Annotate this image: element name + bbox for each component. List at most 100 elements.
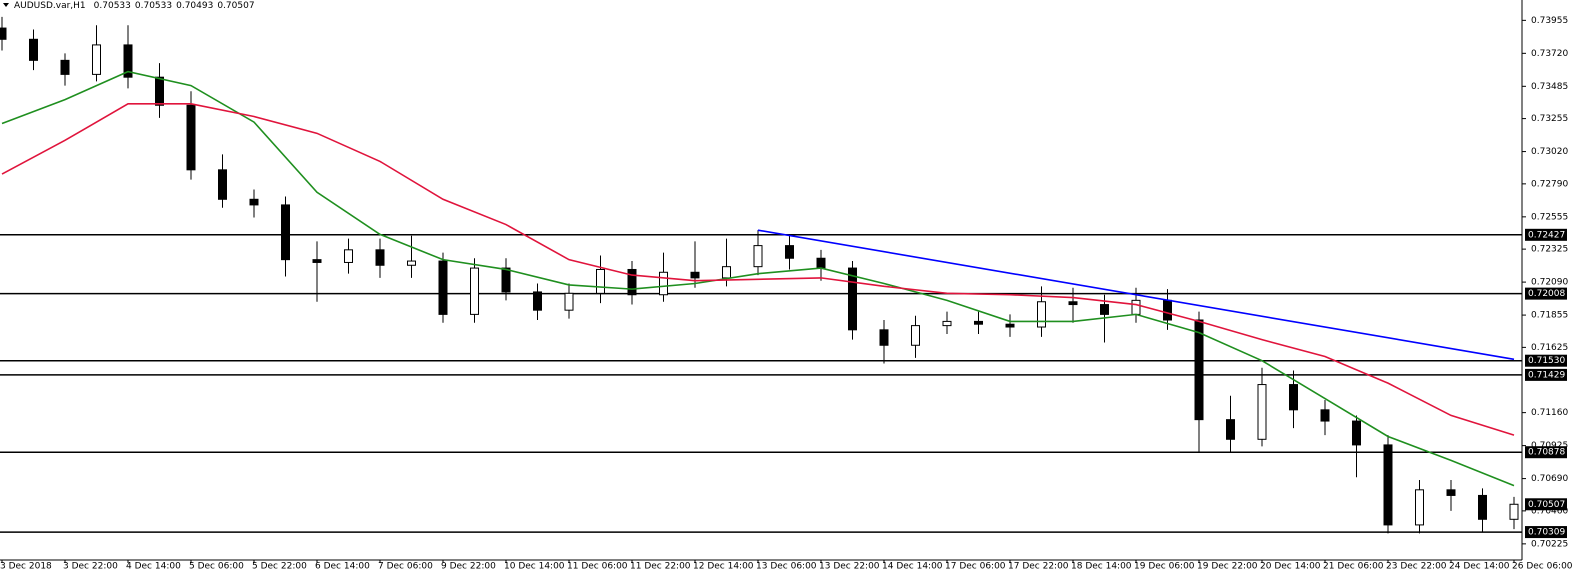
x-tick-label: 12 Dec 14:00 — [693, 562, 754, 570]
candle-body — [1131, 299, 1141, 315]
candle-body — [627, 268, 637, 296]
x-tick-label: 3 Dec 22:00 — [63, 562, 118, 570]
candle-body — [375, 249, 385, 266]
indicator-line — [757, 229, 1515, 361]
x-tick-label: 17 Dec 22:00 — [1008, 562, 1069, 570]
y-tick-label: 0.72555 — [1531, 212, 1568, 222]
y-tick-label: 0.71855 — [1531, 311, 1568, 321]
plot-area — [0, 16, 1522, 534]
y-tick-label: 0.72090 — [1531, 278, 1568, 288]
y-tick-label: 0.73955 — [1531, 16, 1568, 26]
symbol: AUDUSD.var,H1 — [14, 1, 86, 11]
chart-title: AUDUSD.var,H1 0.70533 0.70533 0.70493 0.7050… — [14, 1, 255, 11]
x-tick-label: 9 Dec 22:00 — [441, 562, 496, 570]
candle-body — [1257, 384, 1267, 440]
candle-body — [438, 260, 448, 315]
candle-body — [29, 38, 38, 61]
candle-body — [753, 245, 763, 268]
candle-body — [1352, 420, 1361, 446]
candle-body — [1068, 301, 1078, 306]
level-label: 0.71429 — [1528, 370, 1565, 380]
y-tick-label: 0.72790 — [1531, 179, 1568, 189]
bid-label: 0.70507 — [1528, 500, 1565, 510]
y-tick-label: 0.70460 — [1531, 506, 1568, 516]
candle-body — [816, 257, 826, 269]
y-tick-label: 0.73485 — [1531, 82, 1568, 92]
indicator-line — [1, 103, 1515, 436]
candle-body — [312, 259, 322, 263]
level-label-box — [1525, 368, 1567, 381]
header-value: 0.70493 — [176, 1, 213, 11]
candle-body — [123, 44, 133, 78]
candle-body — [942, 320, 952, 327]
indicator-line — [1, 70, 1515, 487]
x-tick-label: 17 Dec 06:00 — [945, 562, 1006, 570]
level-label: 0.72008 — [1528, 289, 1565, 299]
x-tick-label: 13 Dec 06:00 — [756, 562, 817, 570]
candle-body — [596, 268, 605, 294]
candle-body — [407, 260, 416, 266]
x-tick-label: 11 Dec 06:00 — [567, 562, 628, 570]
candle-body — [501, 267, 511, 293]
x-tick-label: 21 Dec 06:00 — [1323, 562, 1384, 570]
candle-body — [92, 44, 101, 75]
candle-body — [60, 59, 70, 75]
candle-body — [1037, 301, 1046, 328]
x-tick-label: 6 Dec 14:00 — [315, 562, 370, 570]
x-tick-label: 23 Dec 22:00 — [1386, 562, 1447, 570]
x-tick-label: 19 Dec 22:00 — [1197, 562, 1258, 570]
candle-body — [1194, 319, 1204, 421]
level-label-box — [1525, 354, 1567, 367]
x-tick-label: 11 Dec 22:00 — [630, 562, 691, 570]
bid-label-box — [1525, 498, 1567, 511]
candle-body — [1415, 489, 1424, 526]
x-tick-label: 20 Dec 14:00 — [1260, 562, 1321, 570]
candle-body — [470, 267, 479, 315]
header-value: 0.70507 — [217, 1, 254, 11]
candle-body — [533, 291, 542, 311]
candle-body — [1509, 503, 1519, 520]
candle-body — [785, 245, 794, 259]
y-tick-label: 0.73720 — [1531, 49, 1568, 59]
axes: 0.73955 0.73720 0.73485 0.73255 0.73020 0.727… — [0, 16, 1573, 570]
header-value: 0.70533 — [94, 1, 131, 11]
x-tick-label: 24 Dec 14:00 — [1449, 562, 1510, 570]
x-tick-label: 5 Dec 06:00 — [189, 562, 244, 570]
candle-body — [1100, 304, 1109, 315]
candle-body — [281, 204, 290, 261]
candle-body — [1320, 409, 1330, 422]
y-tick-label: 0.70225 — [1531, 539, 1568, 549]
candle-body — [1383, 444, 1393, 526]
level-label: 0.70878 — [1528, 448, 1565, 458]
candle-body — [848, 267, 857, 331]
x-tick-label: 14 Dec 14:00 — [882, 562, 943, 570]
y-tick-label: 0.73255 — [1531, 114, 1568, 124]
level-label-box — [1525, 228, 1567, 241]
candle-body — [1289, 384, 1298, 411]
x-tick-label: 3 Dec 2018 — [0, 562, 52, 570]
candle-body — [911, 325, 920, 346]
candle-body — [1478, 494, 1487, 520]
level-label-box — [1525, 287, 1567, 300]
x-tick-label: 7 Dec 06:00 — [378, 562, 433, 570]
candle-body — [974, 320, 983, 325]
y-tick-label: 0.71160 — [1531, 408, 1568, 418]
candle-body — [879, 329, 889, 346]
x-tick-label: 18 Dec 14:00 — [1071, 562, 1132, 570]
y-tick-label: 0.73020 — [1531, 147, 1568, 157]
candle-body — [659, 271, 668, 296]
y-tick-label: 0.70925 — [1531, 441, 1568, 451]
menu-arrow — [3, 3, 9, 7]
candle-body — [344, 249, 353, 263]
y-tick-label: 0.71625 — [1531, 343, 1568, 353]
x-tick-label: 10 Dec 14:00 — [504, 562, 565, 570]
level-label: 0.71530 — [1528, 356, 1565, 366]
level-label: 0.70309 — [1528, 528, 1565, 538]
header-value: 0.70533 — [135, 1, 172, 11]
candle-body — [1446, 489, 1456, 496]
candle-body — [155, 76, 164, 106]
x-tick-label: 13 Dec 22:00 — [819, 562, 880, 570]
